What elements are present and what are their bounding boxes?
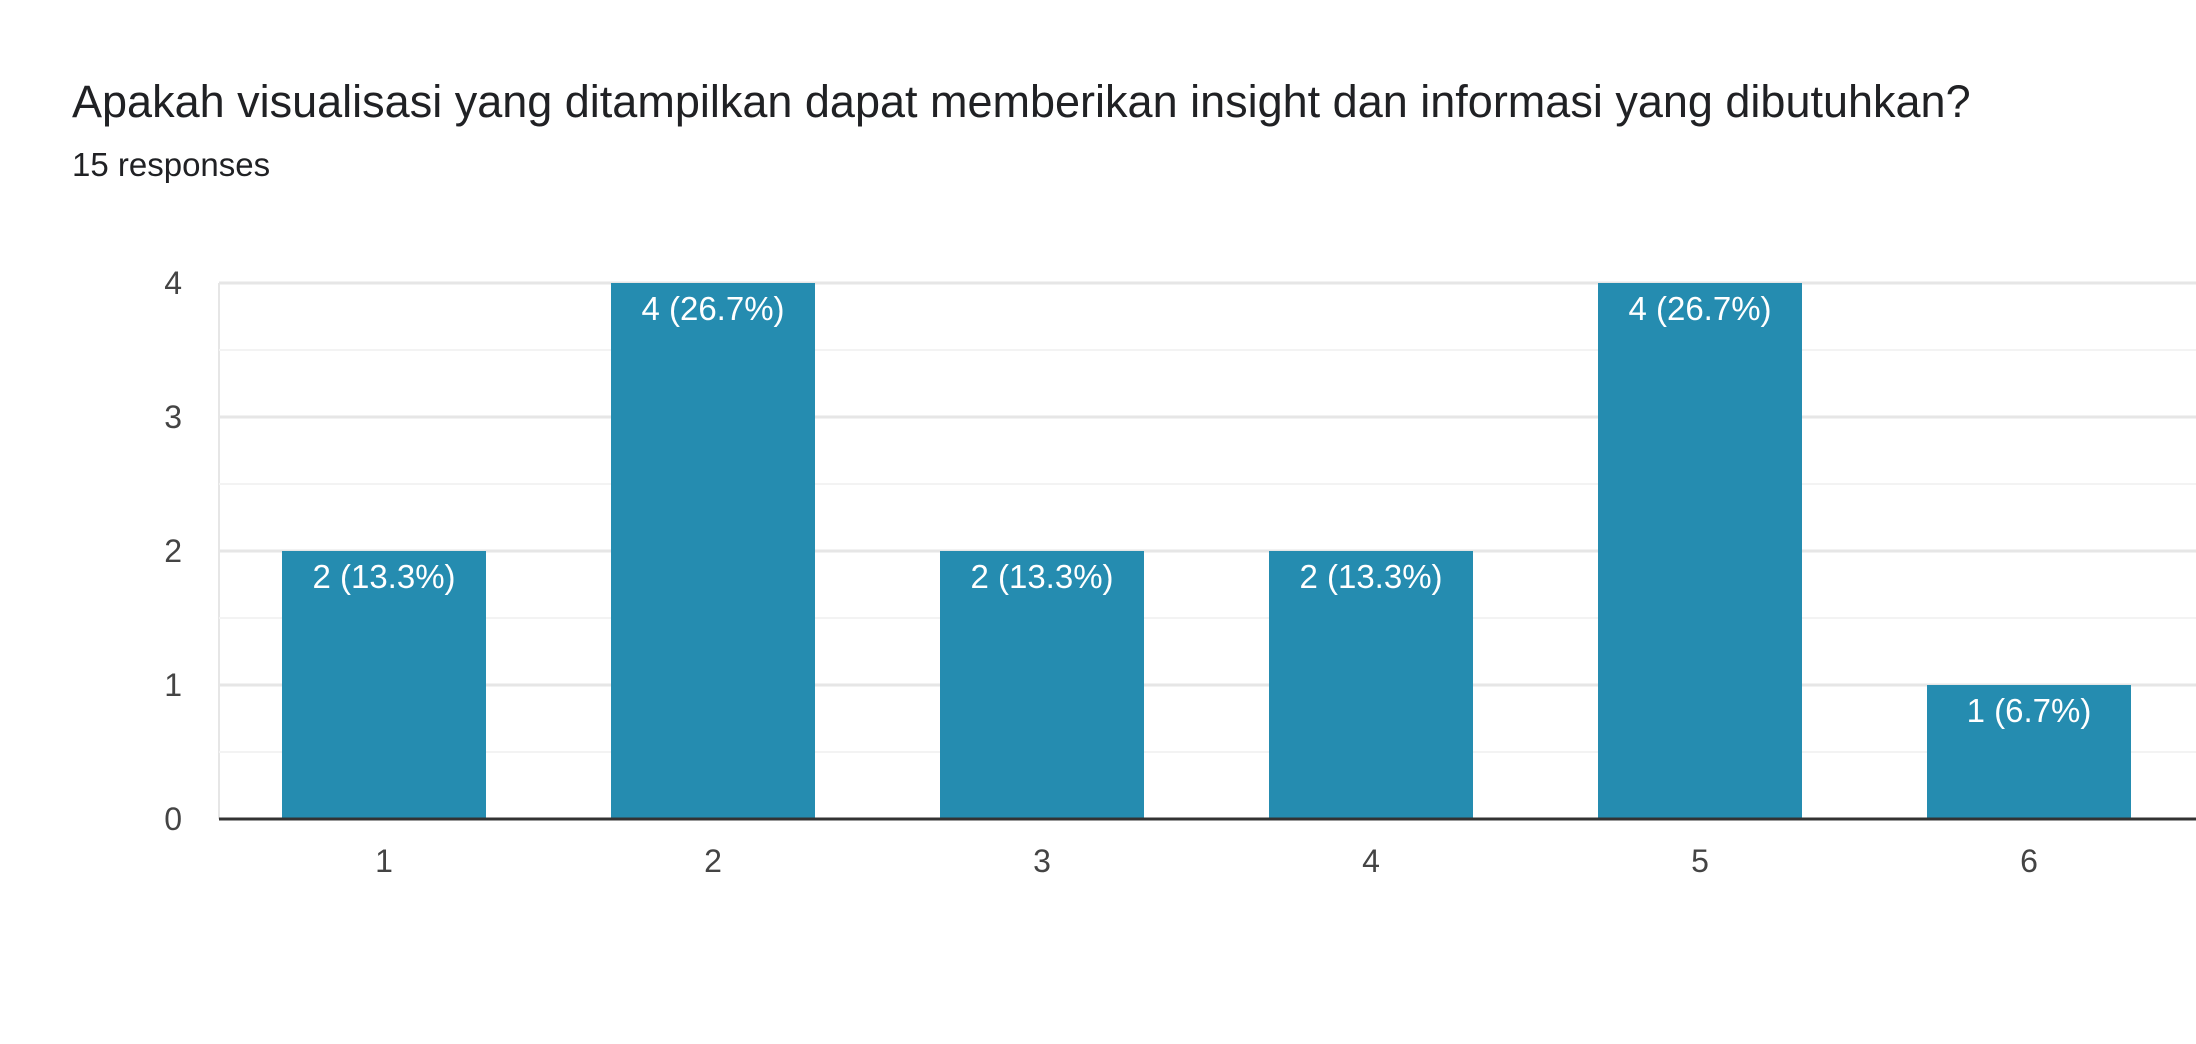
- bar: [282, 551, 486, 819]
- bar-data-label: 1 (6.7%): [1967, 692, 2092, 729]
- question-title: Apakah visualisasi yang ditampilkan dapa…: [72, 76, 1971, 127]
- bar: [611, 283, 815, 819]
- x-tick-label: 6: [2020, 843, 2038, 879]
- x-tick-label: 5: [1691, 843, 1709, 879]
- bar: [1269, 551, 1473, 819]
- bar-data-label: 4 (26.7%): [1628, 290, 1771, 327]
- bar: [1927, 685, 2131, 819]
- bar: [940, 551, 1144, 819]
- y-tick-label: 3: [164, 399, 182, 435]
- y-tick-label: 2: [164, 533, 182, 569]
- bar-data-label: 4 (26.7%): [641, 290, 784, 327]
- x-tick-label: 2: [704, 843, 722, 879]
- y-tick-label: 4: [164, 265, 182, 301]
- bar: [1598, 283, 1802, 819]
- response-count: 15 responses: [72, 146, 271, 183]
- bar-data-label: 2 (13.3%): [1299, 558, 1442, 595]
- bar-data-label: 2 (13.3%): [970, 558, 1113, 595]
- x-tick-label: 3: [1033, 843, 1051, 879]
- x-tick-label: 1: [375, 843, 393, 879]
- y-tick-label: 1: [164, 667, 182, 703]
- x-tick-label: 4: [1362, 843, 1380, 879]
- bar-data-label: 2 (13.3%): [312, 558, 455, 595]
- y-tick-label: 0: [164, 801, 182, 837]
